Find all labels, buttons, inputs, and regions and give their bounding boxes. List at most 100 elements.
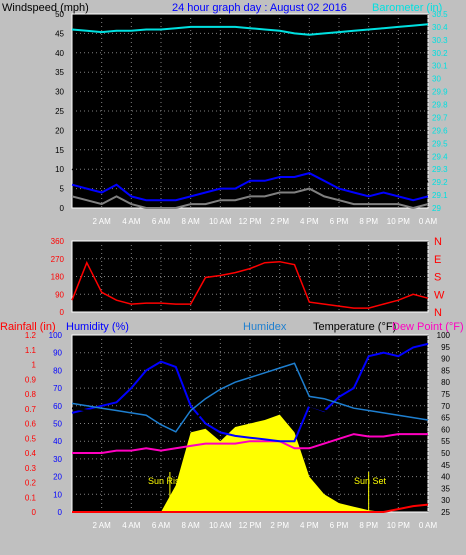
x-tick-label: 4 AM <box>122 521 141 530</box>
barometer-tick-label: 29.9 <box>432 88 448 97</box>
temperature-axis-label: Temperature (°F) <box>313 321 396 333</box>
compass-label: S <box>434 272 441 284</box>
humidity-tick-label: 10 <box>53 490 62 499</box>
barometer-tick-label: 29.5 <box>432 139 448 148</box>
x-tick-label: 8 PM <box>359 521 378 530</box>
dew-point-line <box>72 433 428 454</box>
wind-direction-line <box>71 260 429 309</box>
rainfall-line <box>72 503 429 513</box>
x-tick-label: 4 PM <box>300 217 319 226</box>
wind-tick-label: 20 <box>55 126 64 135</box>
x-tick-label: 10 PM <box>387 217 410 226</box>
humidity-tick-label: 30 <box>53 455 62 464</box>
temperature-tick-label: 75 <box>441 390 450 399</box>
rainfall-tick-label: 1.2 <box>25 331 37 340</box>
humidity-tick-label: 80 <box>53 366 62 375</box>
wind-minimum-line <box>71 187 429 210</box>
temperature-line <box>71 369 428 438</box>
direction-tick-label: 180 <box>51 273 65 282</box>
temperature-tick-label: 50 <box>441 449 450 458</box>
x-tick-label: 6 PM <box>330 521 349 530</box>
temperature-tick-label: 95 <box>441 343 450 352</box>
rainfall-tick-label: 0.9 <box>25 375 37 384</box>
compass-label: N <box>434 236 442 248</box>
barometer-tick-label: 30.1 <box>432 62 448 71</box>
compass-label: E <box>434 254 441 266</box>
temperature-tick-label: 60 <box>441 425 450 434</box>
x-tick-label: 2 AM <box>93 217 112 226</box>
barometer-tick-label: 30.2 <box>432 49 448 58</box>
rainfall-tick-label: 0.1 <box>25 493 37 502</box>
x-tick-label: 8 PM <box>359 217 378 226</box>
barometer-tick-label: 29.3 <box>432 165 448 174</box>
x-tick-label: 10 PM <box>387 521 410 530</box>
sunrise-label: Sun Rise <box>148 476 185 486</box>
humidity-tick-label: 50 <box>53 420 62 429</box>
temperature-tick-label: 65 <box>441 414 450 423</box>
wind-tick-label: 0 <box>60 204 65 213</box>
rainfall-tick-label: 1.1 <box>25 346 37 355</box>
temperature-tick-label: 70 <box>441 402 450 411</box>
x-tick-label: 8 AM <box>182 521 201 530</box>
temperature-tick-label: 45 <box>441 461 450 470</box>
rainfall-tick-label: 0 <box>32 508 37 517</box>
humidity-tick-label: 0 <box>58 508 63 517</box>
rainfall-tick-label: 0.8 <box>25 390 37 399</box>
x-tick-label: 12 PM <box>238 217 261 226</box>
wind-tick-label: 40 <box>55 49 64 58</box>
humidity-tick-label: 20 <box>53 473 62 482</box>
temperature-tick-label: 30 <box>441 496 450 505</box>
barometer-tick-label: 29.8 <box>432 101 448 110</box>
barometer-tick-label: 29 <box>432 204 441 213</box>
barometer-tick-label: 30.4 <box>432 23 448 32</box>
humidex-line <box>71 362 429 433</box>
rainfall-tick-label: 0.7 <box>25 405 37 414</box>
wind-average-line <box>71 172 429 202</box>
temperature-tick-label: 100 <box>437 331 451 340</box>
temperature-tick-label: 85 <box>441 366 450 375</box>
barometer-axis-label: Barometer (in) <box>372 2 442 14</box>
dew-point-axis-label: Dew Point (°F) <box>392 321 464 333</box>
chart-title: 24 hour graph day : August 02 2016 <box>172 2 347 14</box>
rainfall-tick-label: 0.3 <box>25 464 37 473</box>
wind-gust-line <box>71 137 429 194</box>
x-tick-label: 4 AM <box>122 217 141 226</box>
wind-tick-label: 10 <box>55 165 64 174</box>
barometer-tick-label: 30.5 <box>432 10 448 19</box>
barometer-tick-label: 30 <box>432 75 441 84</box>
x-tick-label: 8 AM <box>182 217 201 226</box>
humidity-line <box>71 342 429 443</box>
direction-tick-label: 270 <box>51 255 65 264</box>
compass-label: N <box>434 307 442 319</box>
x-tick-label: 6 PM <box>330 217 349 226</box>
humidity-tick-label: 70 <box>53 384 62 393</box>
wind-tick-label: 35 <box>55 68 64 77</box>
wind-tick-label: 15 <box>55 146 64 155</box>
humidity-tick-label: 100 <box>49 331 63 340</box>
humidex-axis-label: Humidex <box>243 321 287 333</box>
temperature-tick-label: 25 <box>441 508 450 517</box>
series-marks <box>71 23 429 513</box>
sunset-label: Sun Set <box>354 476 387 486</box>
barometer-tick-label: 29.4 <box>432 152 448 161</box>
compass-label: W <box>434 289 445 301</box>
x-tick-label: 10 AM <box>209 521 232 530</box>
direction-tick-label: 0 <box>60 308 65 317</box>
humidity-tick-label: 90 <box>53 349 62 358</box>
x-tick-label: 12 PM <box>238 521 261 530</box>
x-tick-label: 6 AM <box>152 217 171 226</box>
temperature-tick-label: 35 <box>441 484 450 493</box>
barometer-line <box>71 23 429 36</box>
temperature-tick-label: 90 <box>441 355 450 364</box>
solar-area <box>72 414 428 512</box>
humidity-tick-label: 40 <box>53 437 62 446</box>
barometer-tick-label: 30.3 <box>432 36 448 45</box>
temperature-tick-label: 55 <box>441 437 450 446</box>
x-tick-label: 2 PM <box>270 217 289 226</box>
x-tick-label: 0 AM <box>419 217 438 226</box>
windspeed-axis-label: Windspeed (mph) <box>2 2 89 14</box>
x-tick-label: 2 AM <box>93 521 112 530</box>
barometer-tick-label: 29.6 <box>432 126 448 135</box>
humidity-axis-label: Humidity (%) <box>66 321 129 333</box>
